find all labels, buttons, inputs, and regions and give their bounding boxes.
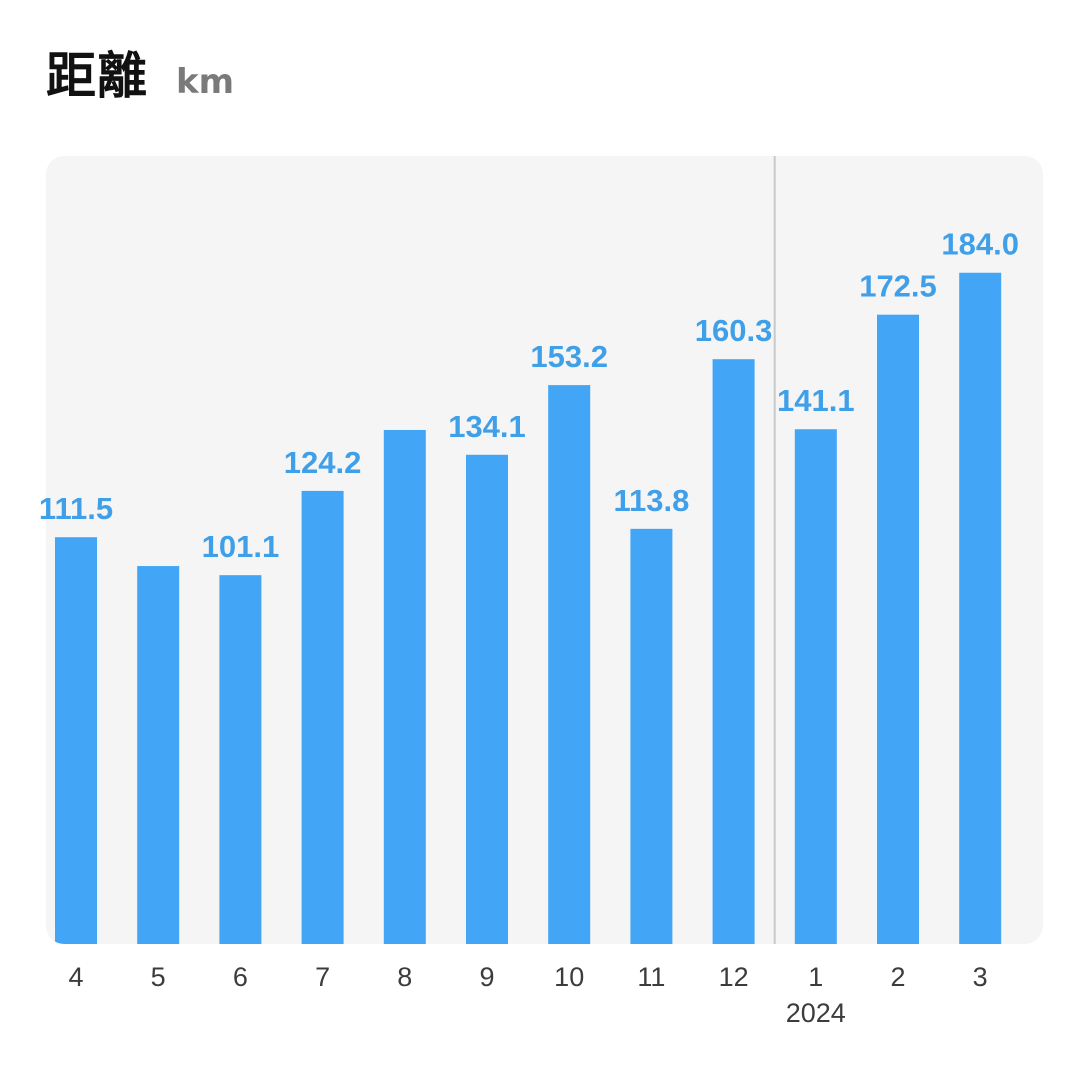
data-label: 184.0 bbox=[941, 227, 1019, 262]
data-label: 124.2 bbox=[284, 445, 362, 480]
x-tick-label: 4 bbox=[68, 962, 83, 992]
x-tick-label: 6 bbox=[233, 962, 248, 992]
x-tick-label: 12 bbox=[719, 962, 749, 992]
bar-9 bbox=[466, 454, 508, 944]
data-label: 134.1 bbox=[448, 409, 526, 444]
x-tick-label: 1 bbox=[808, 962, 823, 992]
bar-12 bbox=[712, 359, 755, 944]
data-label: 101.1 bbox=[202, 529, 280, 564]
x-tick-label: 8 bbox=[397, 962, 412, 992]
bars-group bbox=[55, 272, 1002, 944]
bar-6 bbox=[219, 575, 262, 944]
data-label: 153.2 bbox=[530, 339, 608, 374]
bar-5 bbox=[137, 566, 180, 944]
year-label: 2024 bbox=[786, 998, 846, 1028]
data-label: 172.5 bbox=[859, 269, 937, 304]
bar-4 bbox=[55, 537, 97, 944]
x-tick-label: 11 bbox=[637, 962, 665, 992]
bar-2 bbox=[877, 314, 919, 944]
x-tick-label: 7 bbox=[315, 962, 330, 992]
bar-3 bbox=[959, 272, 1002, 944]
bar-11 bbox=[630, 528, 673, 944]
plot-background bbox=[46, 156, 1043, 944]
x-tick-label: 9 bbox=[479, 962, 494, 992]
x-tick-label: 5 bbox=[151, 962, 166, 992]
x-tick-label: 3 bbox=[973, 962, 988, 992]
x-tick-label: 10 bbox=[554, 962, 584, 992]
x-tick-label: 2 bbox=[890, 962, 905, 992]
bar-7 bbox=[301, 490, 344, 944]
data-label: 160.3 bbox=[695, 313, 773, 348]
bar-1 bbox=[794, 429, 837, 944]
unit-label: km bbox=[176, 62, 235, 102]
bar-8 bbox=[383, 429, 426, 944]
chart-header: 距離 km bbox=[46, 36, 234, 106]
chart-title: 距離 bbox=[46, 47, 148, 105]
data-label: 111.5 bbox=[39, 491, 113, 526]
data-label: 141.1 bbox=[777, 383, 855, 418]
data-label: 113.8 bbox=[613, 483, 689, 518]
bar-10 bbox=[548, 385, 591, 944]
